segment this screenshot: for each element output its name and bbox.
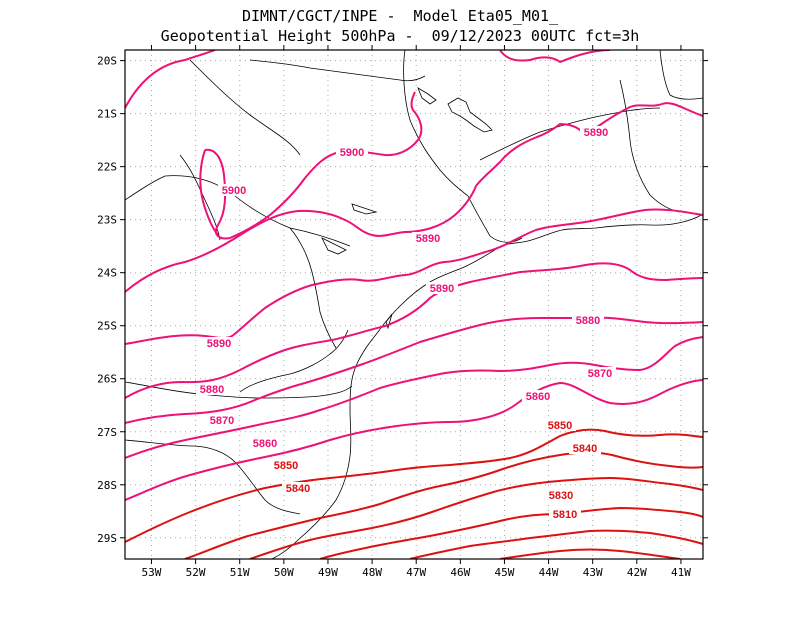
contour-label-bg	[203, 337, 235, 349]
contour-label: 5830	[549, 490, 573, 502]
contour-label-bg	[572, 314, 604, 326]
tick-label-lon: 52W	[186, 566, 206, 579]
contour-label-bg	[270, 459, 302, 471]
contour-label-bg	[206, 414, 238, 426]
tick-label-lon: 47W	[406, 566, 426, 579]
contour-label: 5840	[286, 483, 310, 495]
state-border	[125, 175, 166, 201]
tick-label-lat: 27S	[97, 426, 117, 439]
contour-labels: 5900 5900 5890 5890 5890 5890 5880 5880 5870 5870…	[196, 126, 616, 521]
contour-label: 5870	[210, 415, 234, 427]
contour-label-bg	[282, 482, 314, 494]
contour-label: 5860	[253, 438, 277, 450]
lake	[351, 203, 378, 215]
contour-line	[184, 451, 703, 559]
contour-label: 5900	[340, 147, 364, 159]
contour-label: 5860	[526, 391, 550, 403]
lake	[417, 87, 437, 105]
plot-area	[125, 50, 703, 559]
state-border	[125, 439, 301, 515]
contour-line	[409, 529, 703, 559]
state-border	[249, 59, 426, 82]
tick-label-lon: 51W	[230, 566, 250, 579]
contour-line	[499, 50, 611, 64]
tick-label-lat: 23S	[97, 214, 117, 227]
contour-label-bg	[426, 282, 458, 294]
tick-label-lat: 28S	[97, 479, 117, 492]
contour-label-bg	[569, 442, 601, 454]
contour-line	[125, 336, 703, 459]
contour-label: 5850	[548, 420, 572, 432]
contour-label: 5870	[588, 368, 612, 380]
axis-ticks: 53W 52W 51W 50W 49W 48W 47W 46W 45W 44W 43W 42W 41W 2…	[97, 45, 708, 579]
contour-label: 5880	[576, 315, 600, 327]
contour-line	[125, 50, 216, 109]
contour-label-bg	[545, 489, 577, 501]
coastline	[271, 213, 703, 559]
contour-line	[319, 506, 703, 559]
contour-label: 5900	[222, 185, 246, 197]
contour-label-bg	[522, 390, 554, 402]
contour-line	[125, 208, 703, 345]
contour-label-bg	[544, 419, 576, 431]
tick-label-lon: 43W	[583, 566, 603, 579]
contour-label-bg	[218, 184, 250, 196]
tick-label-lat: 24S	[97, 267, 117, 280]
contour-label: 5890	[416, 233, 440, 245]
tick-label-lat: 29S	[97, 532, 117, 545]
contour-label: 5880	[200, 384, 224, 396]
contour-line	[125, 102, 703, 293]
lake	[321, 237, 347, 255]
state-border	[659, 50, 703, 100]
tick-label-lon: 44W	[539, 566, 559, 579]
state-border	[403, 50, 469, 197]
chart-title-line-2: Geopotential Height 500hPa - 09/12/2023 …	[160, 27, 640, 45]
contour-line	[125, 379, 703, 501]
plot-frame	[124, 49, 704, 560]
tick-label-lat: 20S	[97, 55, 117, 68]
contour-line	[249, 476, 703, 559]
state-border	[189, 59, 301, 156]
contour-label: 5850	[274, 460, 298, 472]
contour-label: 5810	[553, 509, 577, 521]
contour-label-bg	[549, 508, 581, 520]
tick-label-lon: 48W	[362, 566, 382, 579]
contour-label-bg	[584, 367, 616, 379]
contour-label: 5890	[584, 127, 608, 139]
contour-label-bg	[196, 383, 228, 395]
contour-lines	[125, 50, 703, 559]
tick-label-lat: 21S	[97, 108, 117, 121]
contour-line	[125, 316, 703, 424]
contour-label-bg	[412, 232, 444, 244]
tick-label-lon: 42W	[627, 566, 647, 579]
contour-label: 5890	[430, 283, 454, 295]
tick-label-lon: 45W	[495, 566, 515, 579]
tick-label-lon: 53W	[142, 566, 162, 579]
state-border	[239, 329, 349, 393]
state-border	[179, 154, 221, 241]
contour-line	[499, 548, 681, 559]
tick-label-lon: 50W	[274, 566, 294, 579]
tick-label-lat: 25S	[97, 320, 117, 333]
contour-line	[204, 91, 423, 240]
contour-label: 5840	[573, 443, 597, 455]
state-border	[289, 227, 337, 349]
lake	[447, 97, 493, 133]
contour-label-bg	[580, 126, 612, 138]
tick-label-lon: 41W	[671, 566, 691, 579]
contour-label-bg	[336, 146, 368, 158]
contour-label: 5890	[207, 338, 231, 350]
tick-label-lon: 46W	[450, 566, 470, 579]
chart-title-line-1: DIMNT/CGCT/INPE - Model Eta05_M01_	[241, 7, 559, 25]
tick-label-lon: 49W	[318, 566, 338, 579]
tick-label-lat: 22S	[97, 161, 117, 174]
contour-line	[125, 428, 703, 543]
tick-label-lat: 26S	[97, 373, 117, 386]
contour-line	[125, 262, 703, 399]
contour-label-bg	[249, 437, 281, 449]
contour-line	[199, 149, 219, 236]
